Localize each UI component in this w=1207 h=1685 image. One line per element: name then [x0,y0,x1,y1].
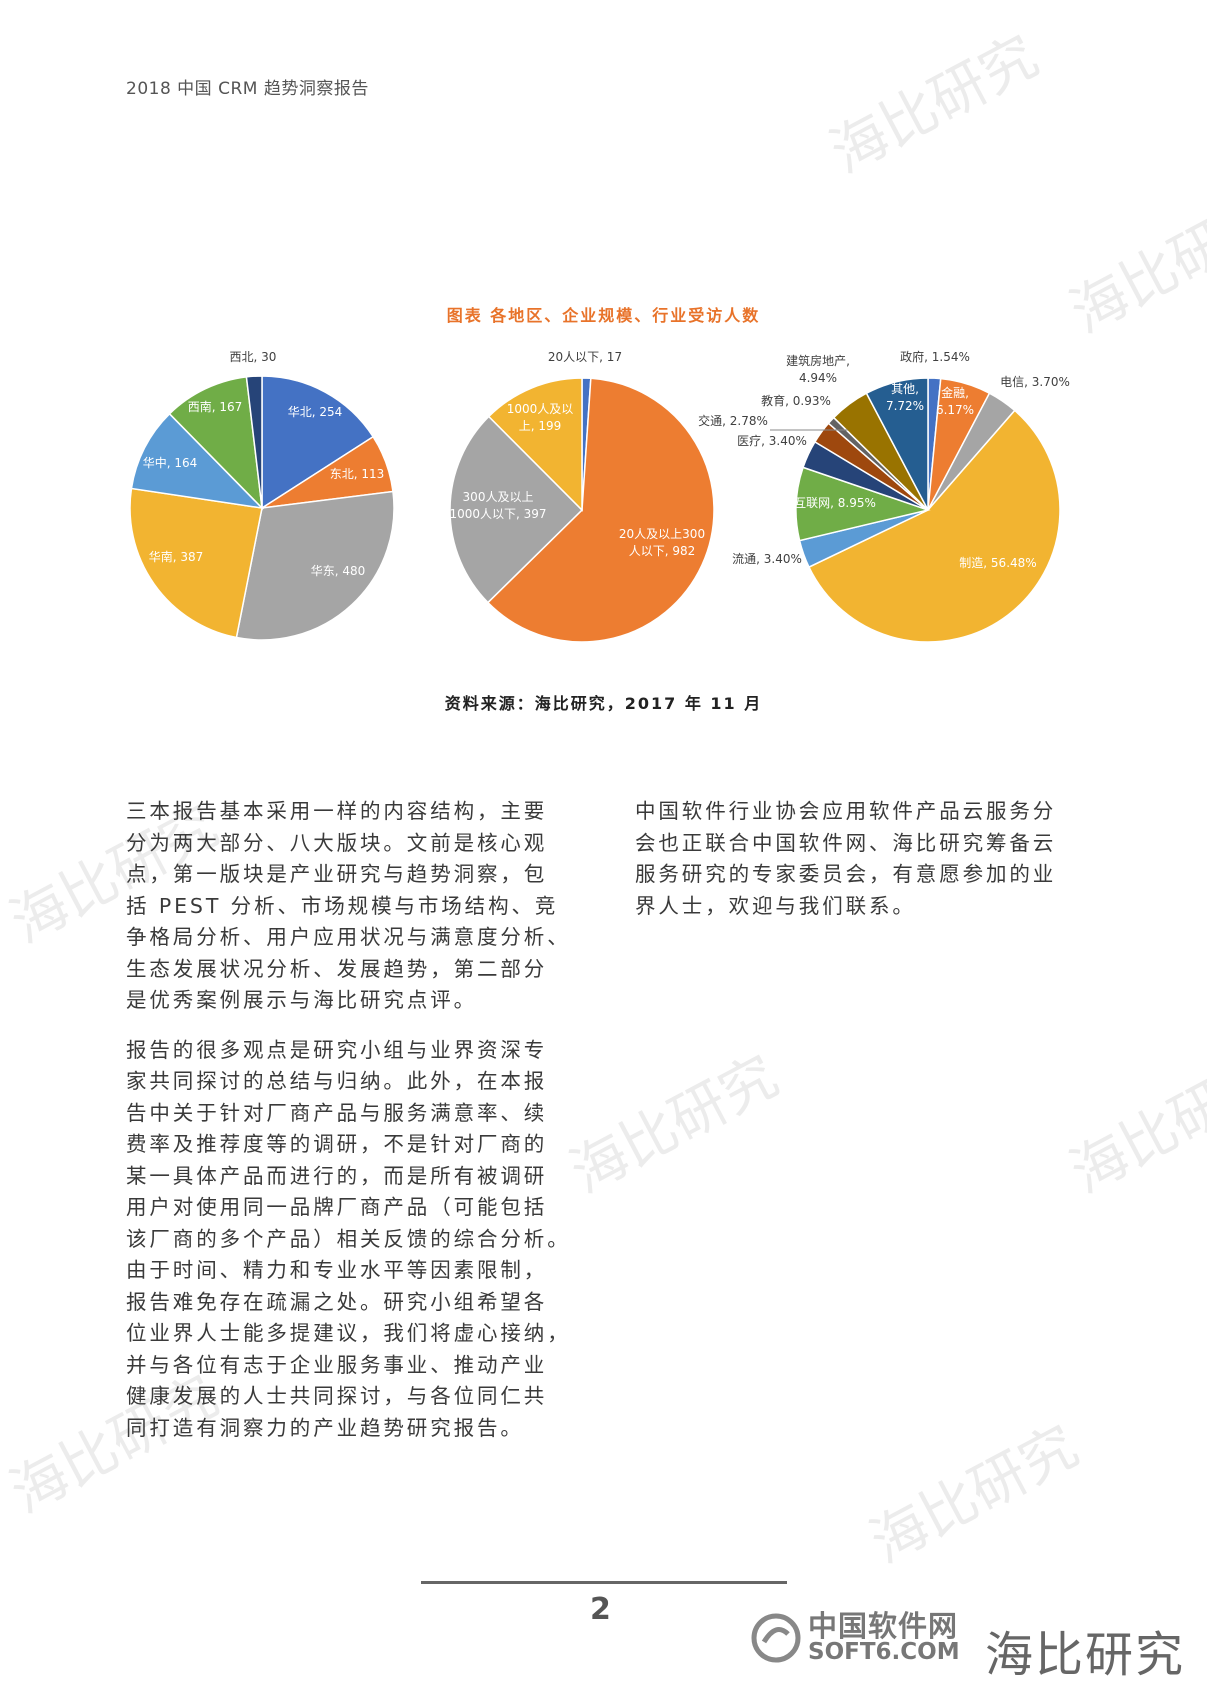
text-line: 生态发展状况分析、发展趋势，第二部分 [126,956,548,981]
pie-slice [487,377,583,512]
paragraph: 报告的很多观点是研究小组与业界资深专 家共同探讨的总结与归纳。此外，在本报 告中关于… [126,1035,574,1445]
slice-label: 20人以下, 17 [548,350,622,364]
slice-label: 华南, 387 [149,549,204,564]
pie-slice [486,377,715,643]
pie-slice [235,490,395,641]
watermark: 海比研究 [860,1413,1089,1577]
watermark: 海比研究 [1060,1043,1207,1207]
pie-chart-3: 政府, 1.54% 金融, 6.17% 电信, 3.70% 制造, 56.48% 流通, … [698,349,1070,643]
pie-slice [449,415,584,604]
watermark: 海比研究 [560,1043,789,1207]
paragraph: 三本报告基本采用一样的内容结构，主要 分为两大部分、八大版块。文前是核心观 点，第一… [126,796,574,1017]
text-line: 同打造有洞察力的产业趋势研究报告。 [126,1415,524,1440]
pie-slice [129,487,263,639]
text-line: 点，第一版块是产业研究与趋势洞察，包 [126,862,548,886]
text-line: 该厂商的多个产品）相关反馈的综合分析。 [126,1226,571,1251]
slice-label: 教育, 0.93% [761,393,831,408]
pie-chart-2: 20人以下, 17 20人及以上300 人以下, 982 300人及以上 1000人以下… [449,350,715,643]
text-line: 会也正联合中国软件网、海比研究筹备云 [635,830,1057,855]
text-line: 服务研究的专家委员会，有意愿参加的业 [635,862,1057,886]
slice-label: 东北, 113 [330,467,385,481]
swirl-logo-icon [751,1613,801,1663]
paragraph: 中国软件行业协会应用软件产品云服务分 会也正联合中国软件网、海比研究筹备云 服务研究… [635,796,1083,922]
page-number: 2 [590,1592,611,1627]
slice-label: 医疗, 3.40% [737,434,807,448]
figure-title: 图表 各地区、企业规模、行业受访人数 [446,306,761,325]
text-line: 由于时间、精力和专业水平等因素限制， [126,1258,548,1282]
slice-label: 政府, 1.54% [900,349,970,364]
soft6-logo: 中国软件网 SOFT6.COM [750,1612,960,1664]
text-line: 用户对使用同一品牌厂商产品（可能包括 [126,1195,548,1219]
text-line: 健康发展的人士共同探讨，与各位同仁共 [126,1384,548,1408]
slice-label: 其他, 7.72% [886,382,924,413]
left-column-text: 三本报告基本采用一样的内容结构，主要 分为两大部分、八大版块。文前是核心观 点，第一… [126,796,574,1462]
figure-source: 资料来源：海比研究，2017 年 11 月 [444,694,763,713]
text-line: 三本报告基本采用一样的内容结构，主要 [126,799,548,823]
slice-label: 金融, 6.17% [936,385,974,417]
slice-label: 华北, 254 [288,405,343,419]
footer-divider [421,1581,787,1584]
text-line: 费率及推荐度等的调研，不是针对厂商的 [126,1132,548,1156]
text-line: 家共同探讨的总结与归纳。此外，在本报 [126,1069,548,1093]
logo-en: SOFT6.COM [808,1639,960,1665]
report-header: 2018 中国 CRM 趋势洞察报告 [126,79,369,99]
logo-cn: 中国软件网 [808,1609,959,1643]
text-line: 并与各位有志于企业服务事业、推动产业 [126,1352,548,1377]
slice-label: 华中, 164 [143,455,198,470]
text-line: 中国软件行业协会应用软件产品云服务分 [635,799,1057,823]
text-line: 告中关于针对厂商产品与服务满意率、续 [126,1100,548,1125]
slice-label: 流通, 3.40% [732,552,802,566]
pie-slice [261,375,375,510]
right-column-text: 中国软件行业协会应用软件产品云服务分 会也正联合中国软件网、海比研究筹备云 服务研究… [635,796,1083,940]
slice-label: 西南, 167 [188,399,243,414]
slice-label: 300人及以上 1000人以下, 397 [449,490,546,521]
text-line: 报告的很多观点是研究小组与业界资深专 [126,1037,548,1062]
text-line: 报告难免存在疏漏之处。研究小组希望各 [126,1289,548,1314]
slice-label: 制造, 56.48% [959,556,1036,570]
slice-label: 电信, 3.70% [1000,375,1070,389]
pie-slice [807,409,1061,643]
pie-slice [130,412,265,510]
text-line: 位业界人士能多提建议，我们将虚心接纳， [126,1321,571,1345]
slice-label: 建筑房地产, 4.94% [786,353,850,385]
pie-chart-1: 华北, 254 东北, 113 华东, 480 华南, 387 华中, 164 西南, 1… [129,350,395,641]
text-line: 界人士，欢迎与我们联系。 [635,893,916,918]
text-line: 括 PEST 分析、市场规模与市场结构、竞 [126,893,559,918]
pie-slice [865,377,929,511]
slice-label: 华东, 480 [311,564,366,578]
text-line: 某一具体产品而进行的，而是所有被调研 [126,1163,548,1188]
pie-slice [245,375,263,509]
slice-label: 互联网, 8.95% [794,496,876,510]
slice-label: 20人及以上300 人以下, 982 [619,527,705,558]
slice-label: 西北, 30 [230,350,277,364]
text-line: 争格局分析、用户应用状况与满意度分析、 [126,925,571,949]
pie-slice [168,376,264,511]
pie-charts: 华北, 254 东北, 113 华东, 480 华南, 387 华中, 164 西南, 1… [129,349,1070,643]
slice-label: 交通, 2.78% [698,413,768,428]
text-line: 分为两大部分、八大版块。文前是核心观 [126,830,548,855]
slice-label: 1000人及以上, 199 [507,402,574,433]
text-line: 是优秀案例展示与海比研究点评。 [126,988,477,1012]
haibi-brand: 海比研究 [985,1627,1186,1683]
